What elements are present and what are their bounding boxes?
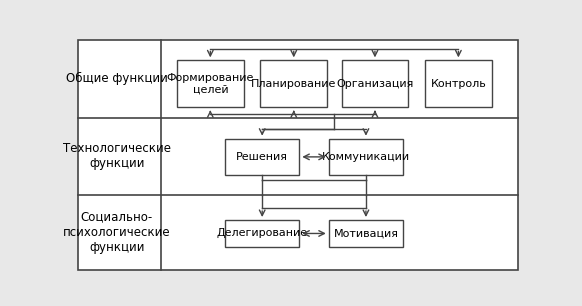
Text: Общие функции: Общие функции (66, 72, 168, 85)
Text: Делегирование: Делегирование (217, 229, 308, 238)
Bar (225, 220, 299, 247)
Text: Мотивация: Мотивация (333, 229, 399, 238)
Bar (329, 220, 403, 247)
Bar (425, 60, 492, 107)
Text: Социально-
психологические
функции: Социально- психологические функции (63, 211, 171, 254)
Text: Контроль: Контроль (431, 79, 487, 89)
Text: Технологические
функции: Технологические функции (63, 142, 171, 170)
Bar (329, 139, 403, 175)
Bar (260, 60, 327, 107)
Text: Решения: Решения (236, 152, 288, 162)
Bar (225, 139, 299, 175)
Bar (342, 60, 409, 107)
Bar (177, 60, 244, 107)
Text: Коммуникации: Коммуникации (322, 152, 410, 162)
Text: Планирование: Планирование (251, 79, 336, 89)
Text: Организация: Организация (336, 79, 414, 89)
Text: Формирование
целей: Формирование целей (166, 73, 254, 95)
